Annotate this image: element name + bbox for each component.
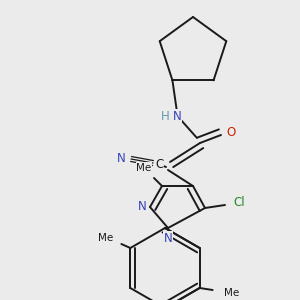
Text: N: N [164, 232, 172, 244]
Text: Me: Me [224, 288, 239, 298]
Text: N: N [172, 110, 182, 122]
Text: H: H [160, 110, 169, 122]
Text: O: O [226, 125, 236, 139]
Text: Cl: Cl [233, 196, 245, 209]
Text: C: C [155, 158, 163, 170]
Text: N: N [138, 200, 146, 214]
Text: Me: Me [136, 163, 152, 173]
Text: Me: Me [98, 233, 113, 243]
Text: N: N [117, 152, 126, 164]
